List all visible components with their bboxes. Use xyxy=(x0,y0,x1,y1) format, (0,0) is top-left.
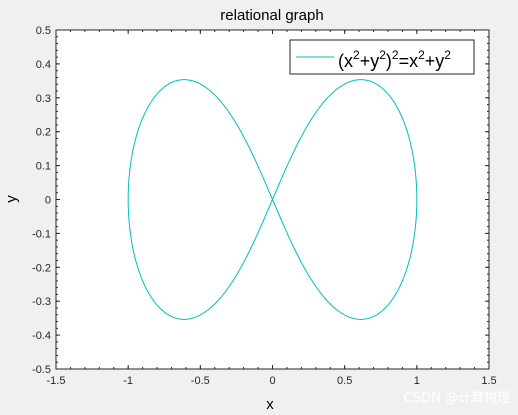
y-tick-label: 0.1 xyxy=(36,161,51,173)
y-tick-label: -0.4 xyxy=(32,330,51,342)
x-tick-label: -1 xyxy=(123,375,133,387)
x-tick-label: 1.5 xyxy=(481,375,496,387)
y-tick-label: -0.2 xyxy=(32,262,51,274)
y-tick-label: -0.3 xyxy=(32,296,51,308)
legend-label: (x2+y2)2=x2+y2 xyxy=(338,48,451,71)
x-tick-label: 0 xyxy=(269,375,275,387)
chart-title: relational graph xyxy=(220,7,323,24)
x-tick-label: -0.5 xyxy=(191,375,210,387)
x-tick-label: 0.5 xyxy=(337,375,352,387)
tick-labels: -1.5 -1 -0.5 0 0.5 1 1.5 -0.5 -0.4 -0.3 -0.2 -0.1 0 0… xyxy=(32,25,497,387)
y-tick-label: -0.5 xyxy=(32,364,51,376)
y-tick-label: 0.3 xyxy=(36,93,51,105)
curve-layer xyxy=(127,79,418,320)
legend[interactable]: (x2+y2)2=x2+y2 xyxy=(289,39,475,75)
x-tick-label: -1.5 xyxy=(47,375,66,387)
y-tick-label: 0.4 xyxy=(36,59,51,71)
y-axis-label: y xyxy=(3,195,20,203)
y-tick-label: 0.2 xyxy=(36,127,51,139)
watermark: CSDN @计算物理 xyxy=(404,391,510,406)
curve-left-lobe xyxy=(127,79,273,320)
axes-box xyxy=(55,29,490,370)
curve-right-lobe xyxy=(272,79,418,320)
x-axis-label: x xyxy=(266,396,274,413)
y-tick-label: 0 xyxy=(45,195,51,207)
y-tick-label: 0.5 xyxy=(36,25,51,37)
x-tick-label: 1 xyxy=(414,375,420,387)
y-tick-label: -0.1 xyxy=(32,228,51,240)
